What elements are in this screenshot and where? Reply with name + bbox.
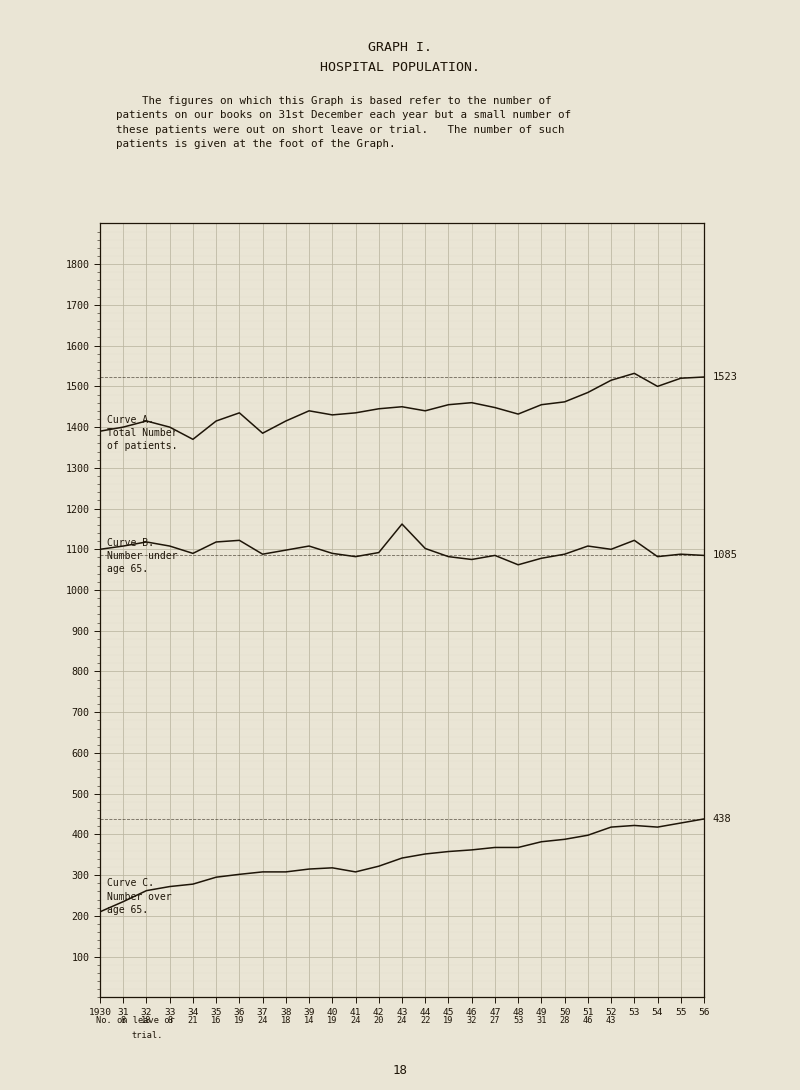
Text: 16: 16	[211, 1016, 222, 1025]
Text: trial.: trial.	[132, 1031, 163, 1040]
Text: 19: 19	[443, 1016, 454, 1025]
Text: Curve B.
Number under
age 65.: Curve B. Number under age 65.	[107, 537, 178, 574]
Text: 20: 20	[374, 1016, 384, 1025]
Text: 14: 14	[304, 1016, 314, 1025]
Text: 28: 28	[559, 1016, 570, 1025]
Text: 24: 24	[350, 1016, 361, 1025]
Text: 22: 22	[420, 1016, 430, 1025]
Text: 438: 438	[712, 814, 731, 824]
Text: No. on leave or: No. on leave or	[96, 1016, 174, 1025]
Text: GRAPH I.: GRAPH I.	[368, 41, 432, 55]
Text: Curve C.
Number over
age 65.: Curve C. Number over age 65.	[107, 879, 171, 915]
Text: 18: 18	[142, 1016, 152, 1025]
Text: 8: 8	[121, 1016, 126, 1025]
Text: 43: 43	[606, 1016, 616, 1025]
Text: 18: 18	[281, 1016, 291, 1025]
Text: 1523: 1523	[712, 372, 738, 382]
Text: 27: 27	[490, 1016, 500, 1025]
Text: 19: 19	[234, 1016, 245, 1025]
Text: 32: 32	[466, 1016, 477, 1025]
Text: Curve A.
Total Number
of patients.: Curve A. Total Number of patients.	[107, 415, 178, 451]
Text: 8: 8	[167, 1016, 172, 1025]
Text: 53: 53	[513, 1016, 523, 1025]
Text: 31: 31	[536, 1016, 546, 1025]
Text: 24: 24	[258, 1016, 268, 1025]
Text: 21: 21	[188, 1016, 198, 1025]
Text: 24: 24	[397, 1016, 407, 1025]
Text: 18: 18	[393, 1064, 407, 1077]
Text: HOSPITAL POPULATION.: HOSPITAL POPULATION.	[320, 61, 480, 74]
Text: 1085: 1085	[712, 550, 738, 560]
Text: 19: 19	[327, 1016, 338, 1025]
Text: The figures on which this Graph is based refer to the number of
patients on our : The figures on which this Graph is based…	[116, 96, 571, 149]
Text: 46: 46	[582, 1016, 593, 1025]
